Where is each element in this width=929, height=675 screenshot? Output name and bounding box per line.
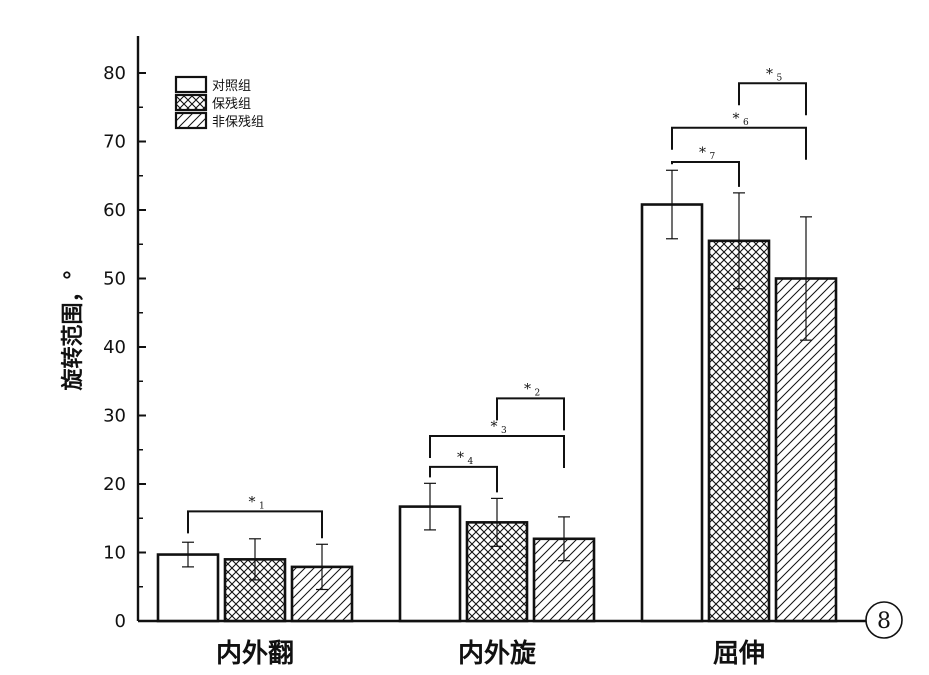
legend-swatch-0 [174,75,208,94]
sig-star: * [457,450,464,466]
sig-star: * [491,419,498,435]
sig-star: * [524,381,531,397]
sig-star: * [699,145,706,161]
category-label-1: 内外旋 [458,639,537,669]
category-label-0: 内外翻 [216,639,294,669]
legend-swatch-2 [174,111,208,130]
sig-bracket-2 [496,397,565,431]
figure-number: 8 [877,609,891,634]
bar-0-2 [640,203,704,623]
sig-subscript: 3 [501,426,507,436]
y-tick-label: 40 [103,337,126,358]
sig-bracket-7 [671,161,740,187]
y-axis-label: 旋转范围，° [60,269,86,390]
sig-subscript: 4 [468,457,474,467]
y-tick-label: 20 [103,474,126,495]
legend-label-2: 非保残组 [212,115,264,130]
figure-number-badge: 8 [865,601,903,639]
sig-star: * [733,111,740,127]
significance-brackets: * 1* 2* 3* 4* 5* 6* 7 [187,66,807,539]
y-tick-label: 80 [103,63,126,84]
y-tick-label: 10 [103,543,126,564]
y-tick-label: 70 [103,132,126,153]
legend-swatch-1 [174,93,208,112]
error-bars [182,169,812,591]
sig-bracket-6 [671,126,807,160]
y-tick-label: 60 [103,200,126,221]
sig-bracket-4 [429,465,498,493]
sig-star: * [766,66,773,82]
legend-label-1: 保残组 [212,97,251,112]
sig-subscript: 7 [710,152,716,162]
sig-subscript: 1 [259,501,265,511]
sig-bracket-1 [187,510,323,539]
y-tick-label: 30 [103,406,126,427]
y-tick-label: 50 [103,269,126,290]
sig-subscript: 2 [535,388,541,398]
sig-bracket-5 [738,82,807,116]
y-tick-label: 0 [115,611,126,632]
bar-1-2 [707,239,771,623]
legend-label-0: 对照组 [212,79,251,94]
sig-bracket-3 [429,435,565,469]
sig-subscript: 6 [743,118,749,128]
sig-star: * [249,494,256,510]
category-labels: 内外翻 内外旋 屈伸 [216,639,765,669]
sig-subscript: 5 [777,73,783,83]
category-label-2: 屈伸 [713,639,765,669]
